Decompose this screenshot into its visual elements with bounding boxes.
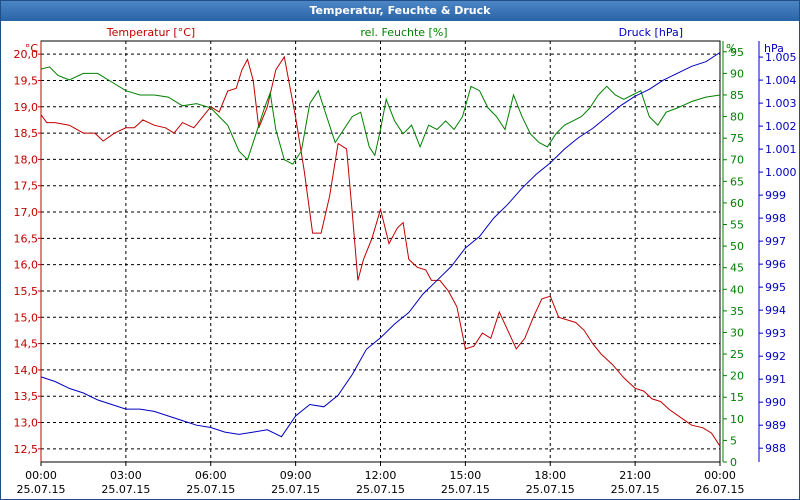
y-left-tick-label: 12,5 [14,443,39,456]
y-pressure-tick-label: 992 [765,350,786,363]
y-pressure-tick-label: 1.004 [765,74,797,87]
y-pressure-unit: hPa [764,42,784,55]
humidity-line [40,66,721,165]
y-humidity-tick-label: 0 [730,456,737,469]
y-pressure-tick-label: 1.001 [765,143,797,156]
x-tick-label-time: 00:00 [704,469,736,482]
y-humidity-tick-label: 95 [730,46,744,59]
y-left-tick-label: 17,5 [14,180,39,193]
y-left-unit: °C [25,42,39,55]
y-humidity-tick-label: 50 [730,240,744,253]
x-tick-label-time: 03:00 [110,469,142,482]
temperature-line [40,55,721,447]
x-tick-label-date: 25.07.15 [101,483,150,496]
x-tick-label-time: 18:00 [534,469,566,482]
y-pressure-tick-label: 988 [765,442,786,455]
x-tick-label-time: 15:00 [450,469,482,482]
y-pressure-tick-label: 1.000 [765,166,797,179]
y-humidity-tick-label: 65 [730,175,744,188]
x-tick-label-time: 21:00 [619,469,651,482]
y-left-tick-label: 13,5 [14,390,39,403]
y-pressure-tick-label: 996 [765,258,786,271]
x-tick-label-time: 12:00 [365,469,397,482]
window-title: Temperatur, Feuchte & Druck [1,1,799,21]
legend-pressure: Druck [hPa] [619,26,683,39]
y-left-tick-label: 14,0 [14,364,39,377]
y-left-tick-label: 15,5 [14,285,39,298]
y-humidity-tick-label: 85 [730,89,744,102]
y-humidity-unit: % [726,42,736,55]
y-humidity-tick-label: 60 [730,197,744,210]
x-tick-label-date: 25.07.15 [611,483,660,496]
y-pressure-tick-label: 991 [765,373,786,386]
y-humidity-tick-label: 5 [730,434,737,447]
y-left-tick-label: 19,5 [14,74,39,87]
y-left-tick-label: 20,0 [14,48,39,61]
y-pressure-tick-label: 995 [765,281,786,294]
x-tick-label-date: 25.07.15 [526,483,575,496]
y-left-tick-label: 13,0 [14,417,39,430]
x-tick-label-time: 09:00 [280,469,312,482]
pressure-line [40,52,721,438]
y-humidity-tick-label: 15 [730,391,744,404]
weather-chart: 12,5 13,0 13,5 14,0 14,5 15,0 15,5 16,0 16,5 17,0… [14,26,797,496]
x-tick-label-time: 06:00 [195,469,227,482]
y-left-tick-label: 18,0 [14,153,39,166]
y-humidity-tick-label: 35 [730,305,744,318]
legend-humidity: rel. Feuchte [%] [360,26,447,39]
y-humidity-tick-label: 30 [730,326,744,339]
y-pressure-tick-label: 1.005 [765,51,797,64]
y-humidity-tick-label: 25 [730,348,744,361]
y-pressure-tick-label: 1.002 [765,120,797,133]
y-pressure-tick-label: 999 [765,189,786,202]
y-pressure-tick-label: 990 [765,396,786,409]
y-left-tick-label: 14,5 [14,338,39,351]
y-pressure-tick-label: 989 [765,419,786,432]
y-humidity-tick-label: 90 [730,67,744,80]
y-pressure-tick-label: 1.003 [765,97,797,110]
y-left-tick-label: 18,5 [14,127,39,140]
y-left-tick-label: 19,0 [14,101,39,114]
x-tick-label-date: 26.07.15 [696,483,745,496]
x-tick-label-time: 00:00 [25,469,57,482]
y-left-tick-label: 16,0 [14,259,39,272]
y-humidity-tick-label: 70 [730,154,744,167]
y-humidity-tick-label: 80 [730,111,744,124]
x-tick-label-date: 25.07.15 [186,483,235,496]
y-humidity-tick-label: 20 [730,370,744,383]
y-pressure-tick-label: 994 [765,304,786,317]
x-tick-label-date: 25.07.15 [441,483,490,496]
y-pressure-tick-label: 998 [765,212,786,225]
x-tick-label-date: 25.07.15 [356,483,405,496]
x-tick-label-date: 25.07.15 [17,483,66,496]
legend-temperature: Temperatur [°C] [106,26,195,39]
y-left-tick-label: 17,0 [14,206,39,219]
y-left-tick-label: 15,0 [14,311,39,324]
y-pressure-tick-label: 993 [765,327,786,340]
y-pressure-tick-label: 997 [765,235,786,248]
y-humidity-tick-label: 45 [730,262,744,275]
y-humidity-tick-label: 55 [730,219,744,232]
x-tick-label-date: 25.07.15 [271,483,320,496]
y-humidity-tick-label: 40 [730,283,744,296]
y-left-tick-label: 16,5 [14,232,39,245]
y-humidity-tick-label: 75 [730,132,744,145]
y-humidity-tick-label: 10 [730,413,744,426]
